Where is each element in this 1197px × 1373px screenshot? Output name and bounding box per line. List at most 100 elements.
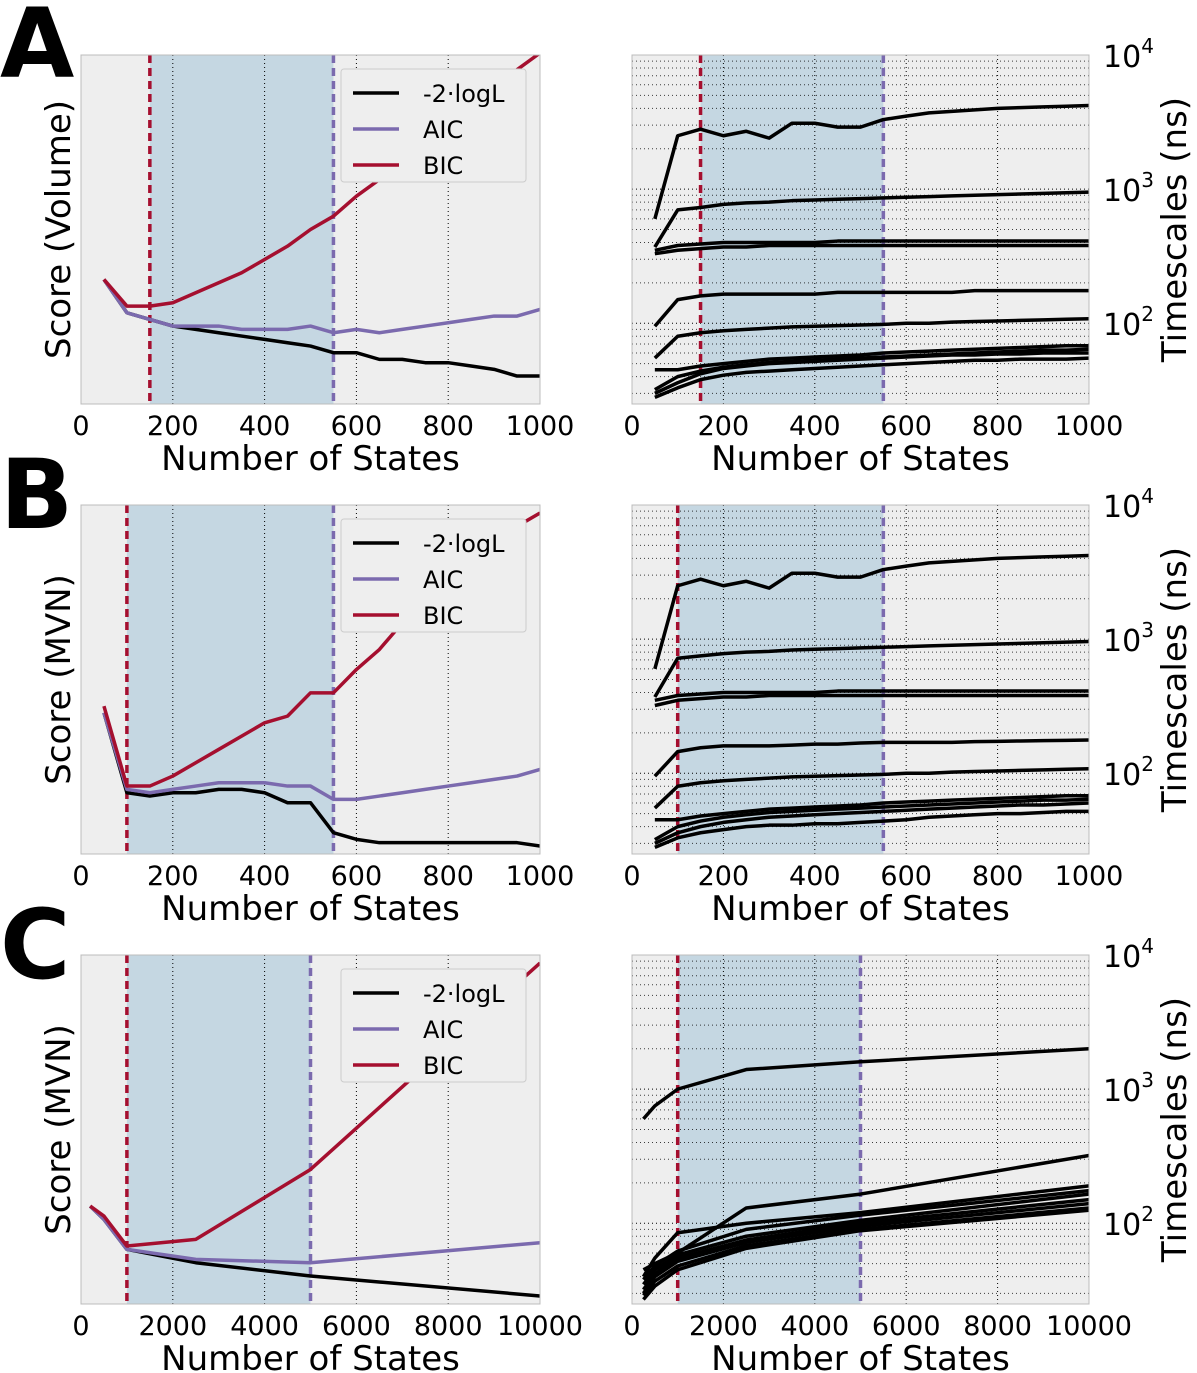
c-timescales-chart-x-tick-label: 6000 — [872, 1311, 941, 1342]
a-score-chart-legend-label: -2·logL — [423, 80, 505, 108]
b-timescales-chart-x-tick-label: 400 — [789, 861, 841, 892]
b-score-chart-x-axis-label: Number of States — [161, 889, 460, 929]
c-score-chart-x-tick-label: 4000 — [230, 1311, 299, 1342]
b-timescales-chart-x-axis-label: Number of States — [711, 889, 1010, 929]
c-score-chart-legend-label: -2·logL — [423, 980, 505, 1008]
c-score-chart-x-tick-label: 2000 — [138, 1311, 207, 1342]
b-timescales-chart-x-tick-label: 0 — [623, 861, 640, 892]
b-timescales-chart-x-tick-label: 800 — [972, 861, 1024, 892]
panel-letter-b: B — [0, 439, 73, 551]
b-timescales-chart-series-2 — [654, 689, 1089, 702]
c-timescales-chart-series-4 — [642, 1192, 1089, 1286]
c-score-chart-x-tick-label: 8000 — [414, 1311, 483, 1342]
a-timescales-chart-x-tick-label: 400 — [789, 411, 841, 442]
b-score-chart-series-aic — [102, 712, 540, 802]
c-score-chart-x-axis-label: Number of States — [161, 1339, 460, 1373]
a-timescales-chart-x-tick-label: 1000 — [1055, 411, 1124, 442]
c-score-chart: 0 2000 4000 6000 8000 10000 Number of States Sc… — [39, 954, 583, 1373]
a-timescales-chart-series-3 — [654, 243, 1089, 256]
panel-letter-c: C — [0, 889, 70, 1001]
a-score-chart-y-axis-label: Score (Volume) — [39, 100, 79, 359]
c-score-chart-legend-label: BIC — [423, 1052, 463, 1080]
c-timescales-chart-series-3 — [642, 1188, 1089, 1281]
a-score-chart-legend-label: BIC — [423, 152, 463, 180]
c-score-chart-legend-box — [340, 968, 527, 1083]
y-tick-exponent: 2 — [1141, 302, 1154, 326]
b-timescales-chart-plot-border — [631, 504, 1090, 855]
a-timescales-chart-series-6 — [654, 343, 1089, 372]
a-timescales-chart-series-8 — [654, 351, 1089, 395]
b-timescales-chart-y-tick-label: 102 — [1103, 752, 1154, 793]
a-timescales-chart-x-tick-label: 800 — [972, 411, 1024, 442]
y-tick-base: 10 — [1103, 1074, 1141, 1109]
b-timescales-chart-series-group — [653, 553, 1089, 850]
b-score-chart-x-tick-label: 600 — [331, 861, 383, 892]
a-timescales-chart-shaded-band — [700, 55, 884, 404]
b-timescales-chart-x-tick-label: 200 — [698, 861, 750, 892]
a-timescales-chart-y-axis-label: Timescales (ns) — [1155, 97, 1195, 363]
y-tick-base: 10 — [1103, 174, 1141, 209]
a-score-chart-x-axis-label: Number of States — [161, 439, 460, 479]
b-score-chart-plot-border — [80, 504, 541, 855]
b-timescales-chart-series-4 — [653, 738, 1089, 778]
c-timescales-chart-series-0 — [642, 1047, 1089, 1121]
a-score-chart-x-tick-label: 1000 — [506, 411, 575, 442]
a-score-chart: 0 200 400 600 800 1000 Number of States Score (… — [39, 54, 575, 479]
b-timescales-chart-series-8 — [654, 801, 1089, 845]
b-timescales-chart-y-axis-label: Timescales (ns) — [1155, 547, 1195, 813]
a-score-chart-legend-box — [340, 68, 527, 183]
a-timescales-chart-series-4 — [653, 288, 1089, 328]
c-score-chart-series-aic — [88, 1204, 540, 1265]
a-timescales-chart-series-1 — [653, 190, 1089, 248]
b-score-chart-legend-label: BIC — [423, 602, 463, 630]
c-timescales-chart-series-8 — [642, 1208, 1089, 1301]
y-tick-exponent: 4 — [1141, 934, 1154, 958]
b-score-chart-legend-box — [340, 518, 527, 633]
y-tick-base: 10 — [1103, 940, 1141, 975]
b-score-chart-series-black — [102, 712, 540, 848]
a-score-chart-x-tick-label: 200 — [147, 411, 199, 442]
a-score-chart-x-tick-label: 0 — [72, 411, 89, 442]
panel-letter-a: A — [0, 0, 74, 100]
c-timescales-chart-x-tick-label: 0 — [623, 1311, 640, 1342]
a-timescales-chart-x-axis-label: Number of States — [711, 439, 1010, 479]
b-score-chart-legend-label: AIC — [423, 566, 463, 594]
a-score-chart-legend: -2·logL AIC BIC — [340, 68, 527, 183]
b-score-chart-y-axis-label: Score (MVN) — [39, 574, 79, 785]
b-score-chart-x-tick-label: 200 — [147, 861, 199, 892]
y-tick-exponent: 3 — [1141, 618, 1154, 642]
c-timescales-chart-series-6 — [641, 1201, 1089, 1295]
b-timescales-chart-x-tick-label: 1000 — [1055, 861, 1124, 892]
c-timescales-chart-series-1 — [642, 1153, 1089, 1272]
y-tick-exponent: 3 — [1141, 1068, 1154, 1092]
b-score-chart-x-tick-label: 400 — [239, 861, 291, 892]
b-timescales-chart-series-6 — [654, 793, 1089, 822]
c-score-chart-x-tick-label: 0 — [72, 1311, 89, 1342]
a-timescales-chart-y-tick-label: 104 — [1103, 34, 1154, 75]
a-timescales-chart-x-tick-label: 0 — [623, 411, 640, 442]
y-tick-exponent: 4 — [1141, 484, 1154, 508]
c-score-chart-x-tick-label: 6000 — [322, 1311, 391, 1342]
y-tick-exponent: 2 — [1141, 1202, 1154, 1226]
a-score-chart-series-aic — [102, 278, 540, 335]
a-timescales-chart-series-5 — [653, 317, 1089, 360]
b-score-chart-legend-label: -2·logL — [423, 530, 505, 558]
y-tick-base: 10 — [1103, 490, 1141, 525]
c-timescales-chart-series-group — [641, 1047, 1089, 1301]
a-score-chart-x-tick-label: 400 — [239, 411, 291, 442]
y-tick-base: 10 — [1103, 40, 1141, 75]
a-timescales-chart-series-group — [653, 103, 1089, 400]
b-score-chart-x-tick-label: 1000 — [506, 861, 575, 892]
a-timescales-chart-series-0 — [653, 103, 1089, 220]
c-timescales-chart: 0 2000 4000 6000 8000 10000 Number of States 10… — [623, 934, 1195, 1373]
a-score-chart-shaded-band — [149, 55, 334, 404]
y-tick-base: 10 — [1103, 758, 1141, 793]
y-tick-exponent: 3 — [1141, 168, 1154, 192]
c-score-chart-legend: -2·logL AIC BIC — [340, 968, 527, 1083]
a-timescales-chart-x-tick-label: 600 — [880, 411, 932, 442]
c-score-chart-plot-border — [80, 954, 541, 1305]
b-timescales-chart-series-1 — [653, 639, 1089, 698]
a-timescales-chart-series-2 — [654, 239, 1089, 252]
b-timescales-chart-series-9 — [654, 809, 1089, 850]
